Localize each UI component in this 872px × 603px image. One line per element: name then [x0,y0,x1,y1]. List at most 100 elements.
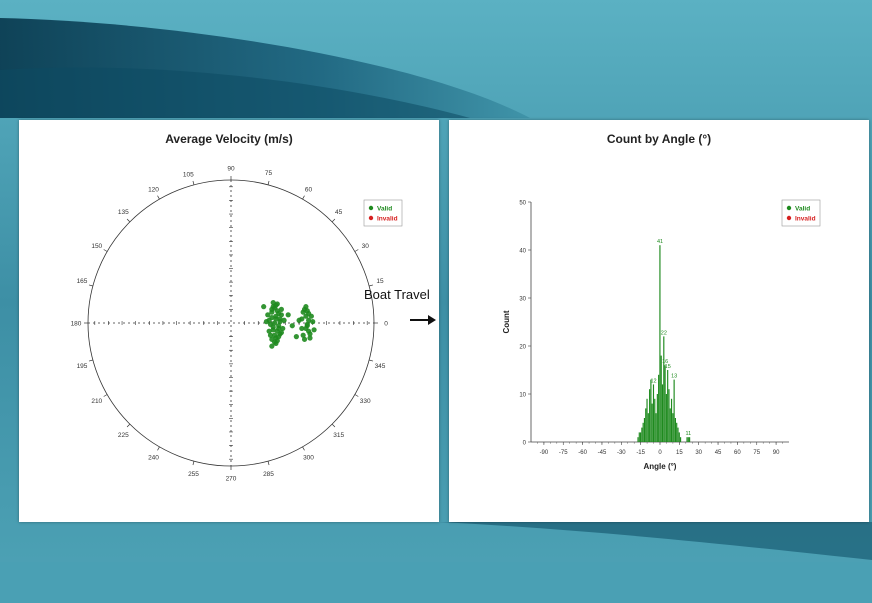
polar-angle-tick [88,359,93,362]
velocity-point [269,306,275,312]
histogram-data-label: 1 [688,431,691,437]
histogram-bar [686,437,688,442]
histogram-bar [673,379,675,442]
y-tick-label: 10 [519,392,526,398]
histogram-bar [659,245,661,442]
x-tick-label: 45 [715,450,722,456]
velocity-point [293,334,299,340]
velocity-point [263,319,270,325]
velocity-point [311,327,317,333]
histogram-bar [655,413,657,442]
velocity-point [271,339,278,345]
histogram-data-label: 41 [657,239,663,245]
histogram-bar [661,384,664,442]
polar-angle-label: 210 [91,398,102,405]
velocity-point [270,327,276,333]
x-tick-label: -15 [636,450,645,456]
histogram-data-label: 12 [650,378,656,384]
velocity-point [285,312,291,318]
velocity-point [261,304,267,310]
x-tick-label: -90 [540,450,549,456]
velocity-point [274,301,280,307]
polar-angle-tick [157,446,160,451]
polar-angle-label: 345 [375,363,386,370]
velocity-point [308,313,314,319]
polar-angle-label: 240 [148,455,159,462]
polar-angle-label: 180 [71,321,82,328]
legend-label-valid: Valid [795,206,810,213]
histogram-bar [667,370,669,442]
histogram-data-label: 22 [661,330,667,336]
histogram-bar [641,427,643,442]
histogram-bar [687,437,689,442]
velocity-point [269,343,275,349]
velocity-point [310,319,316,325]
polar-angle-tick [103,394,108,397]
velocity-point [300,309,306,315]
polar-angle-label: 0 [384,321,388,328]
legend-box [363,199,403,227]
polar-angle-tick [331,218,336,223]
angle-chart-title: Count by Angle (°) [606,132,712,146]
histogram-bar [663,336,665,442]
polar-angle-label: 90 [227,166,235,173]
y-tick-label: 30 [519,296,526,302]
legend-marker-invalid [786,215,792,221]
legend: Valid Invalid [781,199,821,227]
histogram-bar [676,422,678,442]
velocity-point [304,308,310,314]
velocity-point [306,317,312,323]
histogram-bar [670,398,673,442]
polar-angle-tick [354,249,359,252]
x-tick-label: -30 [617,450,626,456]
histogram-bar [672,413,674,442]
legend-marker-valid [368,205,374,211]
polar-angle-label: 255 [188,471,199,478]
y-axis-label: Count [502,310,511,333]
histogram-data-label: 16 [662,359,668,365]
histogram-bar [654,398,656,442]
polar-angle-tick [354,394,359,397]
polar-angle-label: 195 [77,363,88,370]
polar-angle-label: 45 [335,209,343,216]
velocity-point [276,310,282,317]
polar-angle-tick [126,423,131,428]
histogram-data-label: 13 [671,374,677,380]
histogram-bar [678,432,680,442]
angle-chart-panel: Count by Angle (°) 0 10 20 30 40 50 -90 -75 -60-… [449,120,869,522]
velocity-point [303,304,309,310]
histogram-bar [646,398,648,442]
polar-angle-tick [103,249,108,252]
histogram-bar [656,394,658,442]
polar-outer-circle [87,179,375,467]
polar-angle-label: 60 [305,186,313,193]
x-tick-label: -45 [598,450,607,456]
histogram-bar [645,408,647,442]
polar-angle-tick [302,195,305,200]
velocity-point [276,334,282,340]
x-tick-label: 90 [773,450,780,456]
velocity-point [281,317,287,323]
legend-label-valid: Valid [377,206,392,213]
histogram-bar [637,437,639,442]
velocity-point [278,306,284,312]
polar-angle-label: 135 [118,209,129,216]
x-axis-label: Angle (°) [644,462,677,471]
x-tick-label: -60 [578,450,587,456]
polar-angle-label: 270 [226,476,237,483]
histogram-bar [643,418,646,442]
angle-histogram-plot: 0 10 20 30 40 50 -90 -75 -60 -45 -30 -15 0 15 30 45 60 75… [502,199,821,471]
polar-angle-label: 105 [183,172,194,179]
velocity-point [278,329,284,336]
y-tick-label: 50 [519,200,526,206]
polar-angle-label: 165 [77,278,88,285]
polar-angle-label: 330 [360,398,371,405]
legend-label-invalid: Invalid [377,216,398,223]
y-tick-label: 0 [523,440,527,446]
histogram-bar [658,374,660,442]
velocity-point [301,336,308,342]
velocity-point [269,314,275,321]
legend-marker-invalid [368,215,374,221]
polar-angle-label: 225 [118,432,129,439]
histogram-bar [665,394,667,442]
